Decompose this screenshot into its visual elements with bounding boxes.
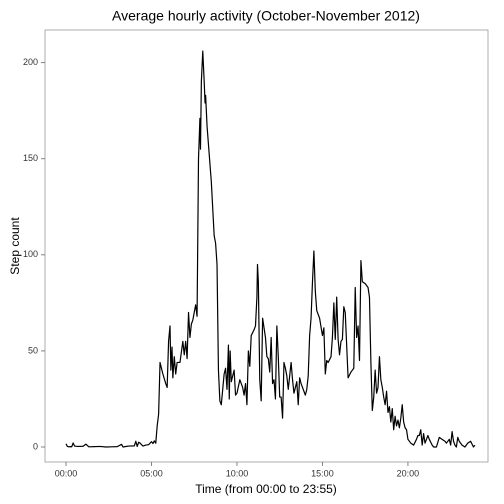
y-tick-label: 100	[23, 249, 38, 259]
chart-title: Average hourly activity (October-Novembe…	[112, 8, 420, 24]
x-tick-label: 15:00	[311, 468, 334, 478]
y-tick-label: 200	[23, 57, 38, 67]
x-axis-title: Time (from 00:00 to 23:55)	[195, 482, 337, 496]
y-tick-label: 150	[23, 153, 38, 163]
y-axis-title: Step count	[8, 217, 22, 275]
x-tick-label: 20:00	[397, 468, 420, 478]
y-tick-label: 0	[33, 441, 38, 451]
data-line	[65, 50, 476, 448]
y-tick-label: 50	[28, 345, 38, 355]
x-tick-label: 00:00	[55, 468, 78, 478]
x-tick-label: 05:00	[140, 468, 163, 478]
x-tick-label: 10:00	[226, 468, 249, 478]
plot-panel	[44, 29, 489, 463]
